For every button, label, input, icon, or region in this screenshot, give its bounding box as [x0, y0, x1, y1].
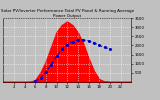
Title: Solar PV/Inverter Performance Total PV Panel & Running Average Power Output: Solar PV/Inverter Performance Total PV P… [1, 9, 134, 18]
